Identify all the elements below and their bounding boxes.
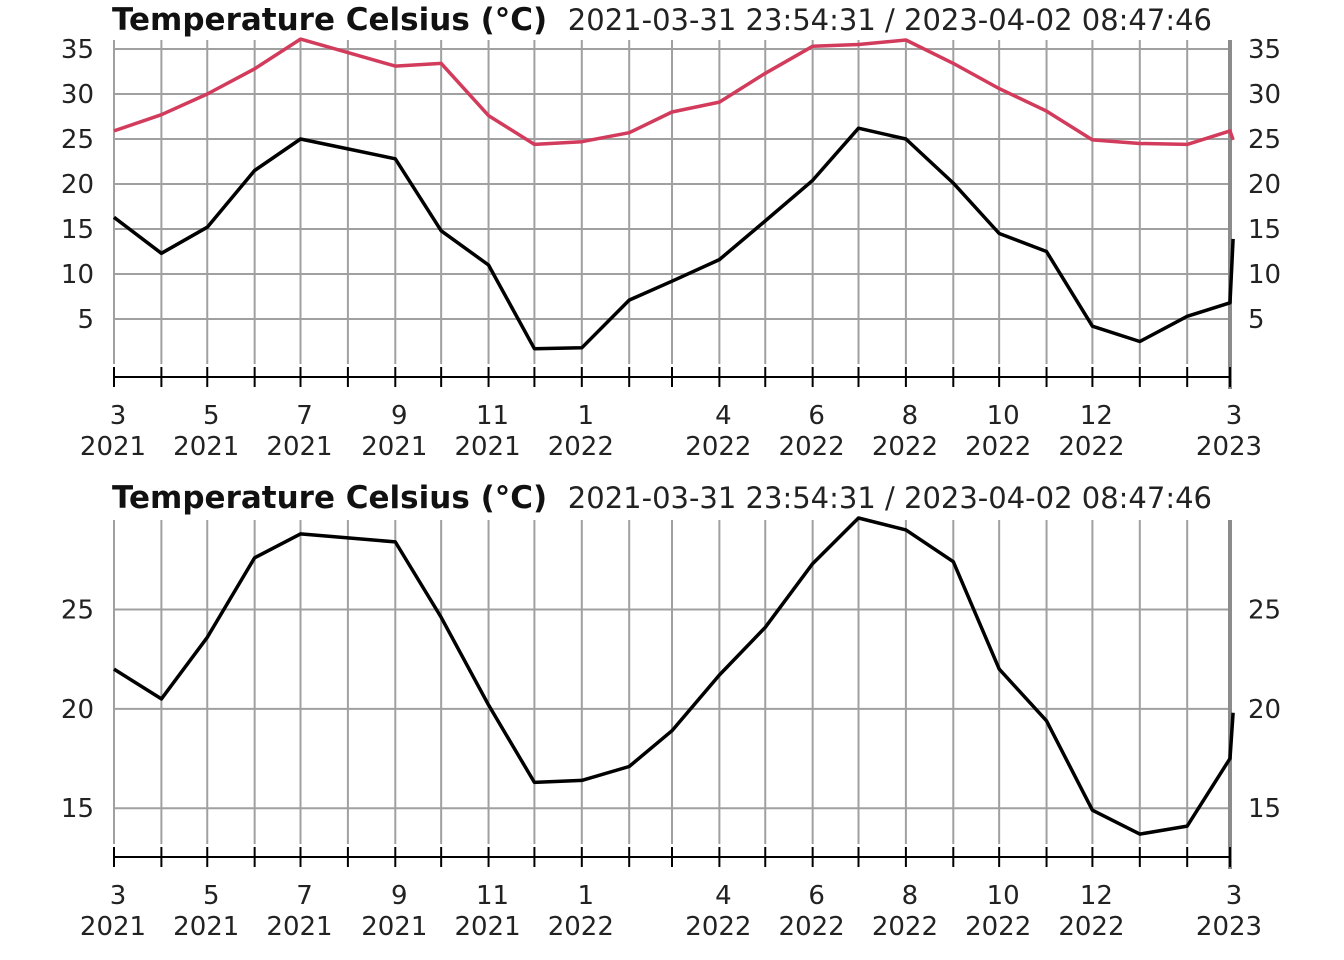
x-tick-label-month: 12 (1080, 881, 1113, 911)
x-tick-label-year: 2021 (266, 432, 332, 462)
chart-date-range: 2021-03-31 23:54:31 / 2023-04-02 08:47:4… (568, 481, 1212, 515)
chart-panel-top: Temperature Celsius (°C) 2021-03-31 23:5… (61, 2, 1281, 462)
y-tick-label-left: 20 (61, 170, 94, 200)
x-tick-label-year: 2022 (965, 432, 1031, 462)
x-tick-label-month: 4 (715, 401, 732, 431)
x-tick-label-month: 8 (902, 881, 919, 911)
x-tick-label-month: 3 (110, 401, 127, 431)
x-tick-label-month: 9 (391, 401, 408, 431)
x-tick-label-year: 2022 (779, 432, 845, 462)
grid (113, 40, 1232, 389)
series-line-0 (113, 37, 1235, 147)
y-tick-label-right: 30 (1248, 80, 1281, 110)
x-tick-label-year: 2022 (965, 912, 1031, 942)
x-tick-label-year: 2022 (1058, 432, 1124, 462)
y-tick-label-left: 25 (61, 125, 94, 155)
x-tick-label-year: 2021 (80, 432, 146, 462)
y-tick-label-left: 30 (61, 80, 94, 110)
x-tick-label-year: 2021 (454, 432, 520, 462)
y-tick-label-left: 5 (77, 305, 94, 335)
x-tick-label-month: 12 (1080, 401, 1113, 431)
y-tick-label-left: 25 (61, 595, 94, 625)
x-tick-label-year: 2022 (872, 432, 938, 462)
x-tick-label-month: 4 (715, 881, 732, 911)
x-tick-label-month: 8 (902, 401, 919, 431)
x-tick-label-year: 2021 (454, 912, 520, 942)
x-tick-label-month: 11 (476, 401, 509, 431)
series-lines (113, 516, 1235, 836)
y-tick-label-left: 15 (61, 215, 94, 245)
x-tick-label-year: 2023 (1196, 912, 1262, 942)
y-tick-label-right: 10 (1248, 260, 1281, 290)
y-tick-label-right: 15 (1248, 794, 1281, 824)
x-tick-label-year: 2021 (173, 912, 239, 942)
chart-title: Temperature Celsius (°C) (112, 480, 547, 516)
x-tick-label-month: 5 (203, 401, 220, 431)
y-tick-label-right: 5 (1248, 305, 1265, 335)
x-tick-label-month: 9 (391, 881, 408, 911)
x-tick-label-year: 2022 (779, 912, 845, 942)
x-tick-label-year: 2023 (1196, 432, 1262, 462)
x-tick-label-year: 2021 (361, 912, 427, 942)
x-tick-label-month: 1 (578, 401, 595, 431)
y-tick-label-right: 20 (1248, 170, 1281, 200)
chart-title: Temperature Celsius (°C) (112, 2, 547, 38)
x-tick-label-month: 10 (987, 881, 1020, 911)
x-tick-label-month: 7 (296, 401, 313, 431)
y-tick-label-right: 35 (1248, 35, 1281, 65)
y-tick-label-left: 20 (61, 695, 94, 725)
x-tick-label-month: 3 (1226, 881, 1243, 911)
y-tick-label-left: 35 (61, 35, 94, 65)
series-line-1 (112, 126, 1235, 351)
y-tick-label-right: 25 (1248, 595, 1281, 625)
x-tick-label-year: 2022 (548, 912, 614, 942)
x-tick-label-month: 1 (578, 881, 595, 911)
x-tick-label-month: 6 (808, 881, 825, 911)
x-tick-label-year: 2022 (685, 432, 751, 462)
chart-date-range: 2021-03-31 23:54:31 / 2023-04-02 08:47:4… (568, 3, 1212, 37)
x-tick-label-year: 2022 (685, 912, 751, 942)
series-line-0 (113, 516, 1235, 836)
x-tick-label-month: 11 (476, 881, 509, 911)
x-tick-label-year: 2021 (266, 912, 332, 942)
series-lines (112, 37, 1235, 351)
x-tick-label-month: 7 (296, 881, 313, 911)
x-tick-label-year: 2022 (1058, 912, 1124, 942)
grid (113, 520, 1232, 869)
y-tick-label-right: 20 (1248, 695, 1281, 725)
x-tick-label-year: 2021 (80, 912, 146, 942)
x-tick-label-year: 2021 (173, 432, 239, 462)
x-tick-label-month: 6 (808, 401, 825, 431)
x-tick-label-year: 2022 (872, 912, 938, 942)
y-tick-label-left: 15 (61, 794, 94, 824)
x-tick-label-year: 2021 (361, 432, 427, 462)
x-tick-label-month: 3 (110, 881, 127, 911)
x-tick-label-month: 3 (1226, 401, 1243, 431)
y-tick-label-left: 10 (61, 260, 94, 290)
x-tick-label-month: 5 (203, 881, 220, 911)
chart-panel-bottom: Temperature Celsius (°C) 2021-03-31 23:5… (61, 480, 1281, 942)
x-tick-label-month: 10 (987, 401, 1020, 431)
x-tick-label-year: 2022 (548, 432, 614, 462)
y-tick-label-right: 25 (1248, 125, 1281, 155)
y-tick-label-right: 15 (1248, 215, 1281, 245)
